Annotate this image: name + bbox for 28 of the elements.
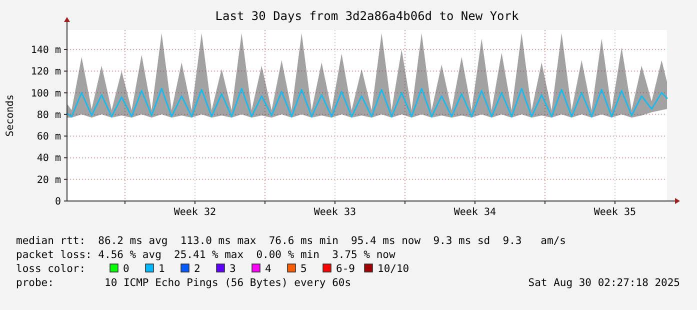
x-tick-label: Week 32 [174,207,216,218]
y-tick-label: 20 m [36,174,61,186]
y-axis-title: Seconds [5,94,16,137]
text: 0 [123,263,130,275]
text: 3 [230,263,236,275]
x-tick-label: Week 33 [314,207,356,218]
text: probe: 10 ICMP Echo Pings (56 Bytes) every 60s [16,277,352,289]
text: 5 [300,263,307,275]
text: 10/10 [378,263,410,275]
text: Sat Aug 30 02:27:18 2025 [528,277,680,289]
text: 1 [158,263,165,275]
text: packet loss: 4.56 % avg 25.41 % max 0.00 % min 3.75 % now [16,249,396,261]
y-tick-label: 60 m [36,132,61,143]
y-tick-label: 80 m [36,110,61,121]
x-tick-label: Week 35 [594,207,636,218]
text: 6-9 [336,263,355,275]
text: median rtt: 86.2 ms avg 113.0 ms max 76.6 ms min 95.4 ms now 9.3 ms sd 9.3 am/s [16,235,566,247]
y-tick-label: 100 m [30,88,61,100]
y-tick-label: 120 m [30,66,61,78]
chart-title: Last 30 Days from 3d2a86a4b06d to New York [215,9,520,23]
y-tick-label: 0 [54,196,61,208]
text: 2 [194,263,200,275]
y-tick-label: 140 m [30,44,61,56]
x-tick-label: Week 34 [454,207,496,218]
text: 4 [265,263,272,275]
text: loss color: [16,263,86,275]
line-series [66,88,668,118]
y-tick-label: 40 m [36,153,61,164]
